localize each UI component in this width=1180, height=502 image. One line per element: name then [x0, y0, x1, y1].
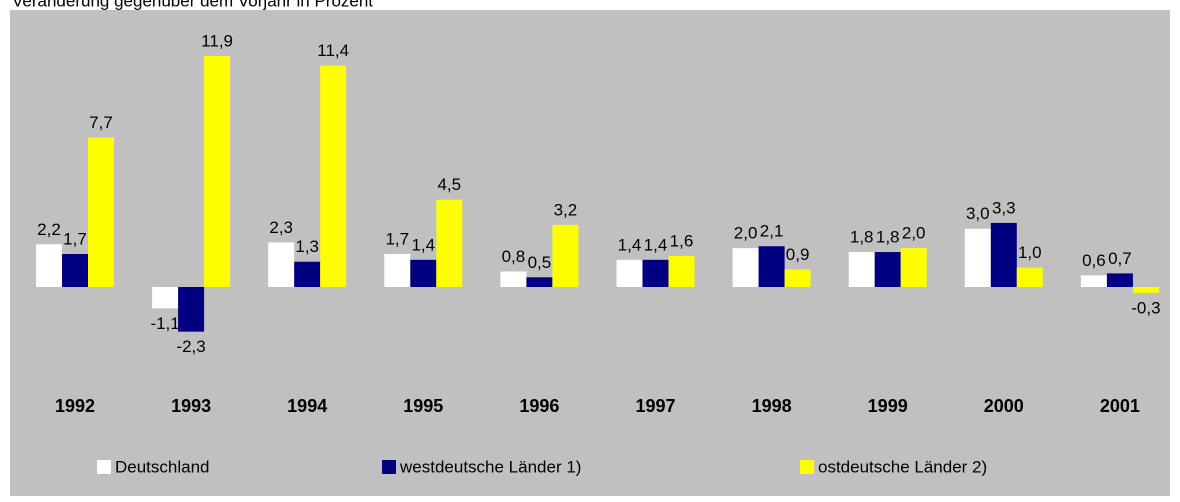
data-label: 3,3 [992, 198, 1016, 217]
bar [178, 287, 205, 332]
x-tick-label: 1995 [403, 396, 443, 416]
bar [616, 259, 643, 287]
data-label: 1,6 [670, 231, 694, 250]
data-label: 1,8 [876, 228, 900, 247]
data-label: 1,0 [1018, 243, 1042, 262]
bar [62, 254, 88, 287]
x-tick-label: 2001 [1100, 396, 1140, 416]
bar [204, 56, 231, 287]
data-label: 11,9 [201, 31, 233, 50]
data-label: 0,9 [786, 245, 810, 264]
bar [1106, 273, 1133, 287]
chart-subtitle: Veränderung gegenüber dem Vorjahr in Pro… [12, 0, 373, 10]
data-label: 1,4 [618, 235, 642, 254]
x-tick-label: 2000 [984, 396, 1024, 416]
data-label: 0,6 [1082, 251, 1106, 270]
data-label: 11,4 [317, 41, 349, 60]
bar [758, 246, 785, 287]
bar [500, 271, 527, 287]
data-label: 2,3 [269, 218, 293, 237]
legend-label: westdeutsche Länder 1) [399, 457, 581, 476]
bar [900, 248, 927, 287]
data-label: 0,7 [1108, 249, 1132, 268]
bar [1080, 275, 1107, 287]
bar [784, 269, 811, 287]
bar [88, 137, 114, 287]
bar [410, 259, 437, 287]
data-label: 3,2 [554, 200, 578, 219]
x-tick-label: 1999 [868, 396, 908, 416]
bar [1016, 267, 1043, 287]
bar [320, 65, 347, 288]
data-label: -1,1 [150, 314, 179, 333]
x-tick-label: 1997 [635, 396, 675, 416]
x-tick-label: 1996 [519, 396, 559, 416]
bar [732, 248, 759, 287]
bar [990, 222, 1017, 287]
bar [294, 261, 321, 287]
data-label: -0,3 [1131, 298, 1160, 317]
bar [668, 255, 695, 287]
data-label: 4,5 [437, 175, 461, 194]
data-label: 7,7 [89, 113, 113, 132]
legend-label: ostdeutsche Länder 2) [818, 457, 987, 476]
data-label: 1,7 [63, 229, 87, 248]
data-label: 3,0 [966, 204, 990, 223]
data-label: 1,4 [644, 235, 668, 254]
bar [552, 224, 579, 287]
legend-swatch [800, 460, 814, 474]
data-label: 2,0 [734, 224, 758, 243]
bar [874, 252, 901, 287]
data-label: 2,2 [37, 220, 61, 239]
bar [526, 277, 553, 287]
data-label: -2,3 [176, 337, 205, 356]
data-label: 2,1 [760, 222, 784, 241]
bar [436, 199, 463, 287]
data-label: 1,4 [411, 235, 435, 254]
bar [36, 244, 62, 287]
data-label: 0,8 [502, 247, 526, 266]
legend-label: Deutschland [115, 457, 210, 476]
x-tick-label: 1993 [171, 396, 211, 416]
bar [848, 252, 875, 287]
x-tick-label: 1992 [55, 396, 95, 416]
x-tick-label: 1998 [752, 396, 792, 416]
legend-swatch [97, 460, 111, 474]
data-label: 0,5 [528, 253, 552, 272]
x-tick-label: 1994 [287, 396, 327, 416]
legend-swatch [382, 460, 396, 474]
data-label: 1,8 [850, 228, 874, 247]
data-label: 1,7 [385, 229, 409, 248]
bar [1132, 287, 1159, 293]
bar [642, 259, 669, 287]
bar [964, 228, 991, 287]
bar [268, 242, 295, 287]
data-label: 2,0 [902, 224, 926, 243]
bar [152, 287, 179, 309]
bar [384, 254, 411, 287]
data-label: 1,3 [295, 237, 319, 256]
